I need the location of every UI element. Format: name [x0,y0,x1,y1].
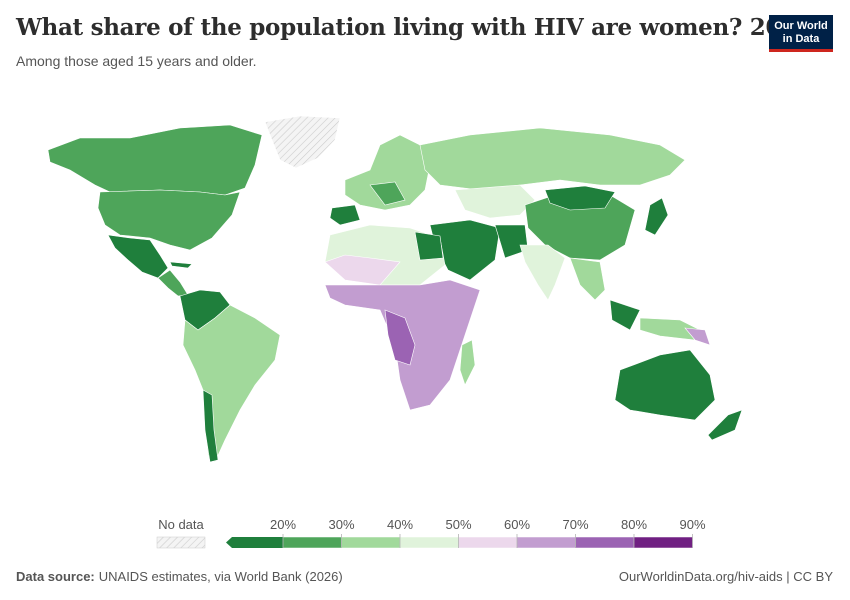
country [344,134,431,211]
legend-tick-label: 80% [621,517,647,532]
country [544,185,616,211]
country [454,184,536,219]
logo-line: Our World [774,20,828,32]
legend-tick-label: 20% [270,517,296,532]
country [707,409,743,441]
subtitle: Among those aged 15 years and older. [16,53,257,69]
legend-swatch [341,536,401,549]
country [264,115,341,169]
legend-tick-label: 60% [504,517,530,532]
country [324,254,401,286]
country [202,389,219,463]
country [419,127,686,191]
logo-line: in Data [782,33,820,45]
legend-tick-label: 40% [387,517,413,532]
legend-swatch [226,537,283,548]
legend-swatch [458,536,518,549]
country [614,349,716,421]
country [97,189,241,251]
source: UNAIDS estimates, via World Bank (2026) [99,569,343,584]
countries [47,115,743,463]
country [384,309,416,366]
country [169,261,193,269]
country [414,231,444,261]
country [684,327,711,346]
legend-swatch [156,536,206,549]
legend-swatch [399,536,459,549]
legend-swatch [282,536,342,549]
footer-source: Data source: UNAIDS estimates, via World … [16,569,343,584]
footer-url: OurWorldinData.org/hiv-aids | CC BY [619,569,833,584]
country [519,244,566,301]
country [609,299,641,331]
logo[interactable]: Our World in Data [769,15,833,52]
legend-tick-label: 50% [445,517,471,532]
country [329,204,361,226]
legend-tick-label: 30% [328,517,354,532]
country [107,234,169,279]
legend-swatch [633,536,693,549]
country [569,257,606,301]
title: What share of the population living with… [16,14,813,41]
country [369,181,406,206]
country [459,339,476,386]
legend-tick-label: 70% [562,517,588,532]
legend-swatch [575,536,635,549]
country [644,197,669,236]
source-label: Data source: [16,569,95,584]
legend-label: No data [158,517,204,532]
legend-tick-label: 90% [679,517,705,532]
country [47,124,263,196]
legend-swatch [516,536,576,549]
